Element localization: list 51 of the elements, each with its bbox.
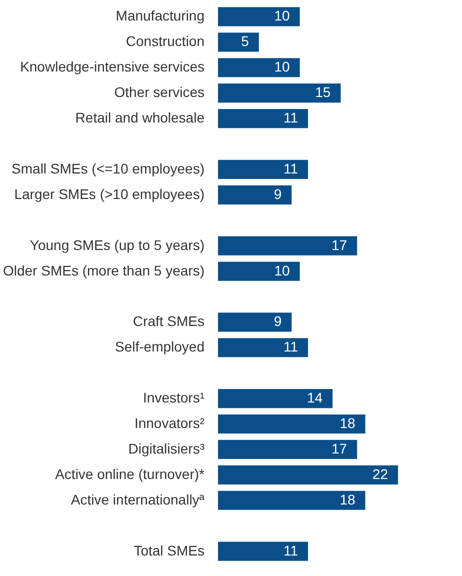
data-label: 10 <box>274 58 290 75</box>
data-label: 11 <box>283 338 298 355</box>
data-label: 10 <box>274 262 290 278</box>
data-label: 15 <box>315 84 331 100</box>
data-label: 11 <box>283 542 298 558</box>
bar <box>218 465 398 484</box>
bar <box>218 236 358 256</box>
bar <box>218 490 366 510</box>
bar <box>218 185 292 204</box>
bar <box>218 389 333 408</box>
bar <box>218 312 292 332</box>
data-label: 22 <box>372 466 388 482</box>
bar <box>218 542 308 561</box>
bar <box>218 338 308 358</box>
bar <box>218 440 358 459</box>
y-tick-label: Digitalisiers³ <box>128 440 205 456</box>
y-tick-label: Self-employed <box>115 338 204 355</box>
y-tick-label: Craft SMEs <box>132 313 204 330</box>
y-tick-label: Active online (turnover)* <box>55 466 206 482</box>
y-tick-label: Active internationallyª <box>70 491 206 508</box>
data-label: 9 <box>274 313 282 330</box>
data-label: 11 <box>283 160 298 176</box>
y-tick-label: Older SMEs (more than 5 years) <box>2 262 204 278</box>
bar <box>218 262 300 281</box>
y-tick-label: Construction <box>126 33 204 50</box>
data-label: 17 <box>332 440 348 456</box>
bar <box>218 32 259 52</box>
data-label: 18 <box>340 491 356 508</box>
data-label: 18 <box>340 415 356 431</box>
y-tick-label: Retail and wholesale <box>75 110 205 126</box>
data-label: 9 <box>274 186 282 202</box>
bar <box>218 7 300 26</box>
data-label: 14 <box>306 390 323 406</box>
y-tick-label: Innovators² <box>134 415 205 431</box>
bar <box>218 84 341 103</box>
bar <box>218 58 300 78</box>
y-tick-label: Small SMEs (<=10 employees) <box>12 160 204 176</box>
y-tick-label: Larger SMEs (>10 employees) <box>14 186 204 202</box>
bar <box>218 109 308 128</box>
bar <box>218 160 308 179</box>
data-label: 11 <box>283 110 298 126</box>
y-tick-label: Other services <box>114 84 204 100</box>
bar <box>218 414 366 434</box>
y-tick-label: Investors¹ <box>143 390 205 406</box>
y-tick-label: Manufacturing <box>116 8 204 24</box>
y-tick-label: Total SMEs <box>134 542 204 558</box>
y-tick-label: Knowledge-intensive services <box>20 58 204 75</box>
y-tick-label: Young SMEs (up to 5 years) <box>30 236 204 253</box>
data-label: 5 <box>241 33 250 50</box>
data-label: 17 <box>332 236 348 253</box>
data-label: 10 <box>274 8 290 24</box>
